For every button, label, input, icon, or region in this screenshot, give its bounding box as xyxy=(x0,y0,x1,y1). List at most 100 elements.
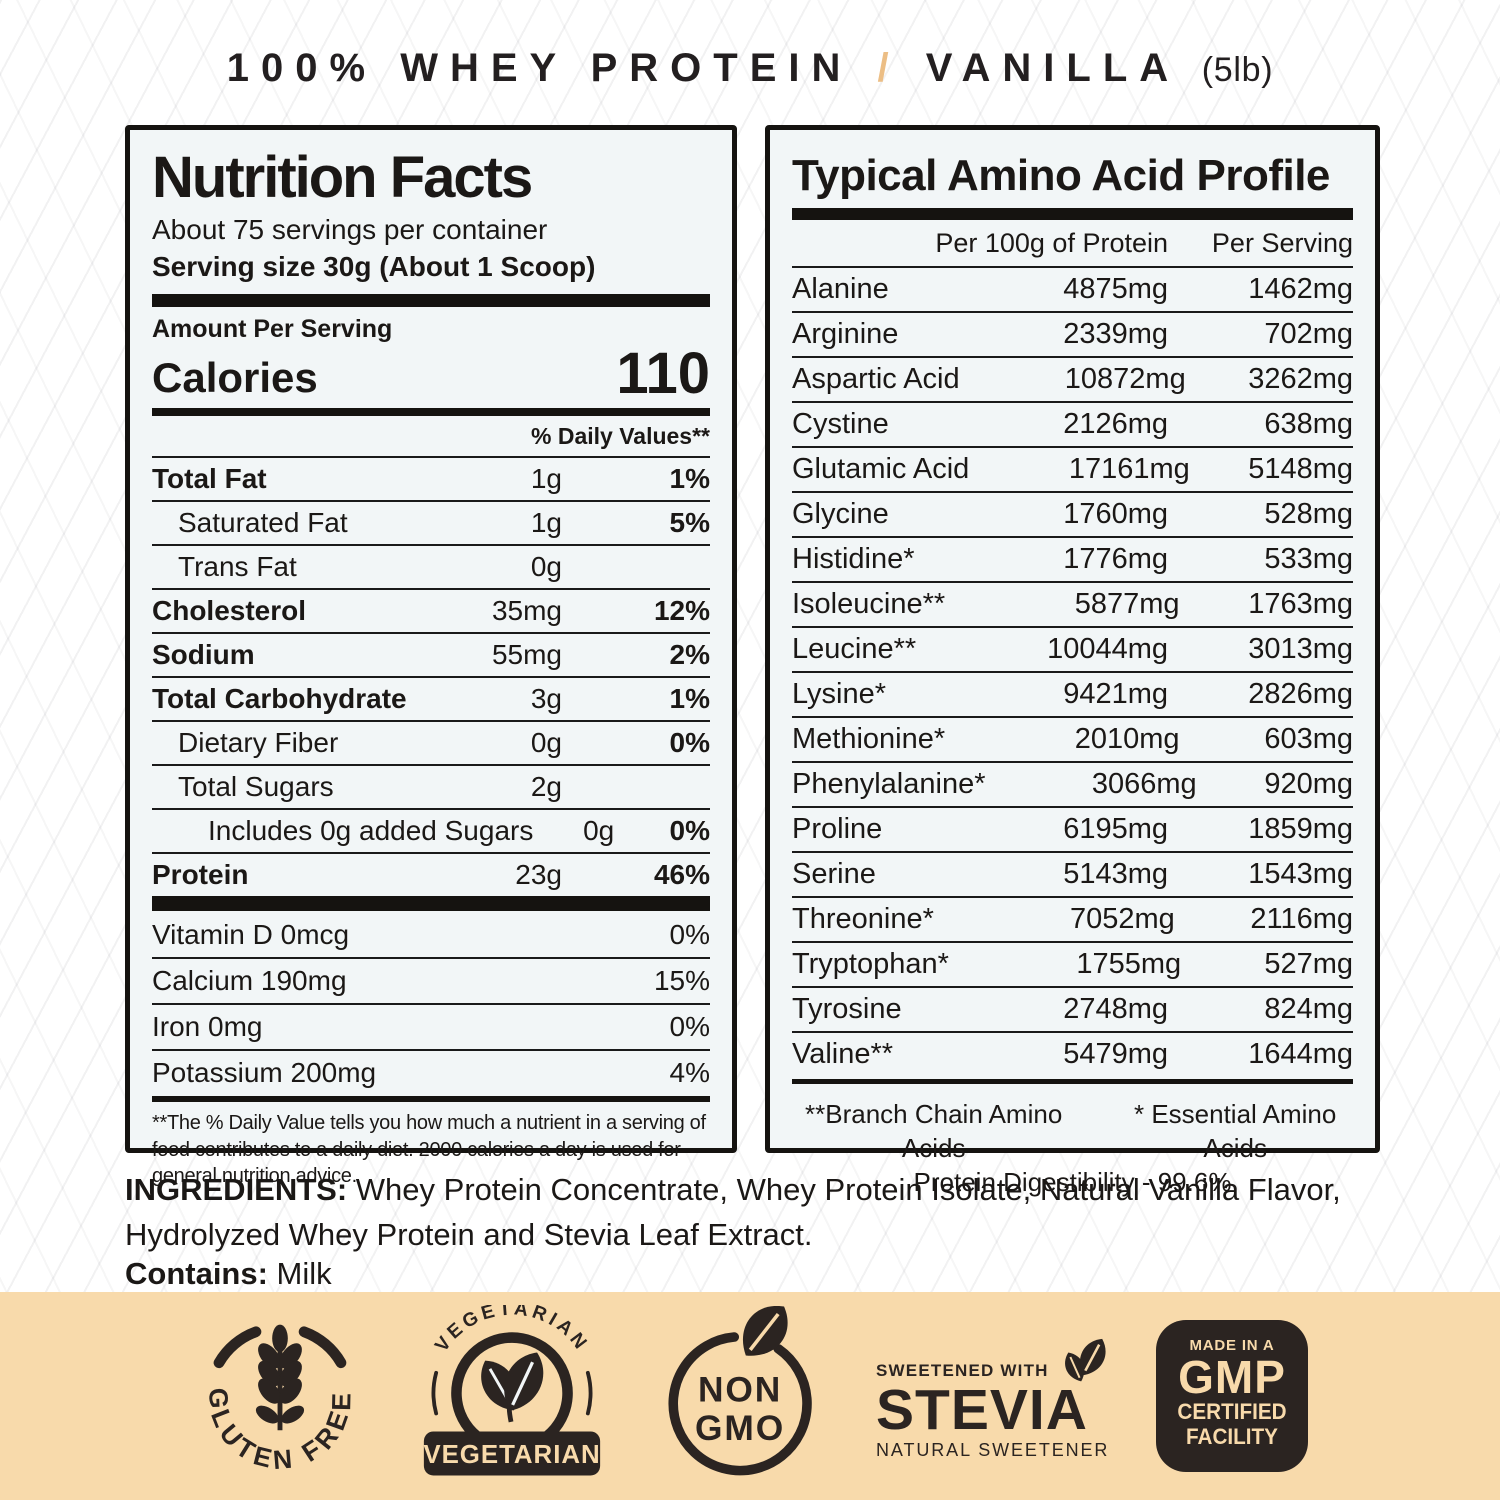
stevia-leaves-icon xyxy=(1064,1339,1106,1382)
amino-rows: Alanine 4875mg 1462mg Arginine 2339mg 702mg … xyxy=(792,268,1353,1076)
divider-bar-medium xyxy=(152,1096,710,1103)
divider-bar-thick xyxy=(792,208,1353,220)
amino-per-serving: 824mg xyxy=(1264,993,1353,1025)
amino-per-serving: 3013mg xyxy=(1248,633,1353,665)
nutrient-dv: 5% xyxy=(669,507,710,539)
amino-name: Lysine* xyxy=(792,678,887,710)
title-slash-separator: / xyxy=(877,46,901,90)
stevia-main-text: STEVIA xyxy=(876,1378,1088,1443)
nutrient-row-cholesterol: Cholesterol 35mg 12% xyxy=(152,590,710,635)
amino-name: Leucine** xyxy=(792,633,917,665)
digestibility-note: Protein Digestibility - 99.6% xyxy=(913,1166,1232,1197)
contains-label: Contains: xyxy=(125,1256,268,1291)
calories-label: Calories xyxy=(152,354,318,402)
nutrition-facts-panel: Nutrition Facts About 75 servings per co… xyxy=(125,125,737,1187)
nutrient-row-saturated-fat: Saturated Fat 1g 5% xyxy=(152,502,710,547)
amino-per-serving: 920mg xyxy=(1264,768,1353,800)
amino-row-methionine: Methionine* 2010mg 603mg xyxy=(792,718,1353,763)
amino-per100g: 6195mg xyxy=(1063,813,1168,845)
amino-acid-panel: Typical Amino Acid Profile Per 100g of P… xyxy=(765,125,1380,1197)
amino-row-cystine: Cystine 2126mg 638mg xyxy=(792,403,1353,448)
amino-per100g: 3066mg xyxy=(1091,768,1197,800)
nutrient-rows: Total Fat 1g 1% Saturated Fat 1g 5% Trans Fa… xyxy=(152,458,710,896)
vegetarian-arc-text: VEGETARIAN xyxy=(431,1305,589,1356)
ingredients-list: Whey Protein Concentrate, Whey Protein I… xyxy=(125,1172,1341,1252)
vegetarian-banner-text: VEGETARIAN xyxy=(423,1441,600,1469)
amino-name: Cystine xyxy=(792,408,889,440)
eaa-footnote: * Essential Amino Acids xyxy=(1133,1099,1337,1163)
ingredients-label: INGREDIENTS: xyxy=(125,1172,348,1207)
nutrient-dv: 0% xyxy=(669,815,710,847)
nutrient-dv: 0% xyxy=(669,727,710,759)
amino-per-serving: 702mg xyxy=(1264,318,1353,350)
vitamin-dv: 15% xyxy=(653,965,710,997)
amino-row-arginine: Arginine 2339mg 702mg xyxy=(792,313,1353,358)
amino-name: Tryptophan* xyxy=(792,948,949,980)
gluten-free-icon: GLUTEN FREE xyxy=(203,1324,352,1475)
amino-row-glycine: Glycine 1760mg 528mg xyxy=(792,493,1353,538)
amino-per-serving: 2116mg xyxy=(1250,903,1353,935)
amino-name: Tyrosine xyxy=(792,993,902,1025)
amino-footnotes: **Branch Chain Amino Acids * Essential A… xyxy=(792,1098,1353,1199)
vitamin-label: Iron 0mg xyxy=(152,1011,263,1043)
nutrient-row-sodium: Sodium 55mg 2% xyxy=(152,634,710,679)
amino-row-isoleucine: Isoleucine** 5877mg 1763mg xyxy=(792,583,1353,628)
nutrient-amount: 23g xyxy=(515,859,562,891)
gmp-line2: GMP xyxy=(1178,1351,1286,1403)
vitamin-row-vitamin-d: Vitamin D 0mcg 0% xyxy=(152,913,710,960)
amino-footnote-row: **Branch Chain Amino Acids * Essential A… xyxy=(792,1098,1353,1166)
calories-value: 110 xyxy=(616,340,710,406)
daily-value-footnote: **The % Daily Value tells you how much a… xyxy=(152,1112,706,1187)
nutrient-amount: 0g xyxy=(530,551,562,583)
amino-name: Arginine xyxy=(792,318,899,350)
nutrient-label: Total Carbohydrate xyxy=(152,683,407,715)
amino-per100g: 4875mg xyxy=(1063,273,1168,305)
nutrient-row-total-fat: Total Fat 1g 1% xyxy=(152,458,710,503)
nutrient-amount: 55mg xyxy=(491,639,562,671)
nutrient-label: Cholesterol xyxy=(152,595,307,627)
amino-row-alanine: Alanine 4875mg 1462mg xyxy=(792,268,1353,313)
non-gmo-line2: GMO xyxy=(695,1409,785,1448)
product-title: 100% WHEY PROTEIN / VANILLA (5lb) xyxy=(0,46,1500,91)
product-name: 100% WHEY PROTEIN xyxy=(226,46,853,90)
amino-name: Glycine xyxy=(792,498,889,530)
amino-table-header: Per 100g of Protein Per Serving xyxy=(792,220,1353,268)
divider-bar-thick xyxy=(152,294,710,308)
nutrient-amount: 1g xyxy=(530,507,562,539)
nutrient-row-trans-fat: Trans Fat 0g xyxy=(152,546,710,591)
leaf-icon xyxy=(742,1306,788,1356)
amino-name: Alanine xyxy=(792,273,889,305)
nutrient-label: Sodium xyxy=(152,639,255,671)
nutrient-amount: 1g xyxy=(530,463,562,495)
amino-per-serving: 533mg xyxy=(1264,543,1353,575)
nutrient-row-dietary-fiber: Dietary Fiber 0g 0% xyxy=(152,722,710,767)
amino-row-leucine: Leucine** 10044mg 3013mg xyxy=(792,628,1353,673)
amino-per-serving: 1543mg xyxy=(1248,858,1353,890)
nutrient-amount: 35mg xyxy=(491,595,562,627)
nutrient-row-protein: Protein 23g 46% xyxy=(152,854,710,896)
vitamin-dv: 4% xyxy=(669,1057,710,1089)
vitamin-label: Potassium 200mg xyxy=(152,1057,377,1089)
nutrition-facts-title: Nutrition Facts xyxy=(152,145,533,210)
product-flavor: VANILLA xyxy=(925,46,1179,90)
serving-size: Serving size 30g (About 1 Scoop) xyxy=(152,250,596,282)
leaves-icon xyxy=(481,1352,544,1423)
contains-value: Milk xyxy=(267,1256,332,1291)
col-per-100g: Per 100g of Protein xyxy=(935,227,1168,258)
stevia-badge: SWEETENED WITH STEVIA NATURAL SWEETENER xyxy=(876,1337,1108,1460)
amino-per100g: 10044mg xyxy=(1047,633,1168,665)
amino-per-serving: 1462mg xyxy=(1248,273,1353,305)
amino-per100g: 7052mg xyxy=(1069,903,1175,935)
amino-per-serving: 527mg xyxy=(1264,948,1353,980)
nutrient-label: Trans Fat xyxy=(178,551,297,583)
amino-row-serine: Serine 5143mg 1543mg xyxy=(792,853,1353,898)
nutrient-label: Saturated Fat xyxy=(178,507,348,539)
vitamin-row-iron: Iron 0mg 0% xyxy=(152,1005,710,1052)
nutrient-row-total-sugars: Total Sugars 2g xyxy=(152,766,710,811)
stevia-sub-text: NATURAL SWEETENER xyxy=(876,1439,1110,1460)
non-gmo-icon: NON GMO xyxy=(668,1306,812,1476)
amino-name: Serine xyxy=(792,858,876,890)
nutrient-row-total-carbohydrate: Total Carbohydrate 3g 1% xyxy=(152,678,710,723)
amino-per-serving: 528mg xyxy=(1264,498,1353,530)
